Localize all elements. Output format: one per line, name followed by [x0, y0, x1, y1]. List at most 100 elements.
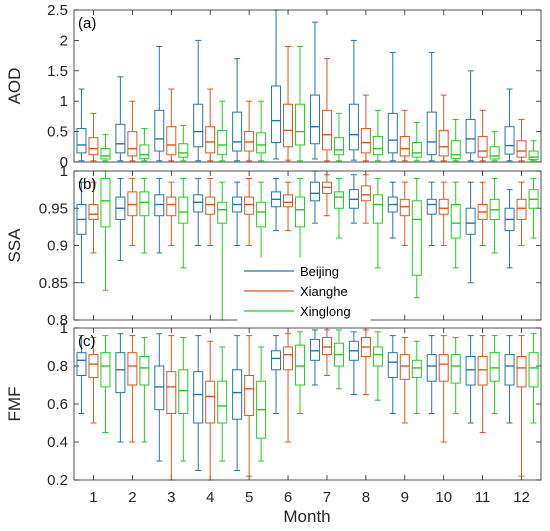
box-iqr: [100, 352, 111, 388]
box-xinglong: [411, 340, 422, 414]
x-tick-label: 6: [284, 489, 292, 506]
box-xinglong: [528, 177, 539, 239]
x-tick-label: 3: [167, 489, 175, 506]
box-beijing: [232, 181, 243, 246]
box-iqr: [426, 354, 437, 382]
panels-group: 00.511.522.5(a)AOD0.80.850.90.951(b)SSA0…: [5, 2, 542, 506]
y-tick-label: 1: [60, 320, 68, 337]
box-iqr: [139, 144, 150, 159]
box-iqr: [127, 352, 138, 386]
legend-entry: Xianghe: [300, 284, 348, 299]
box-beijing: [232, 58, 243, 162]
y-tick-label: 0.9: [47, 238, 68, 255]
box-iqr: [205, 126, 216, 154]
box-iqr: [489, 352, 500, 382]
box-iqr: [399, 135, 410, 157]
box-beijing: [426, 181, 437, 246]
box-xianghe: [127, 177, 138, 246]
box-xianghe: [516, 118, 527, 162]
box-beijing: [115, 333, 126, 443]
y-tick-label: 0.85: [39, 275, 68, 292]
box-iqr: [127, 131, 138, 157]
box-iqr: [528, 352, 539, 388]
x-tick-label: 5: [245, 489, 253, 506]
box-iqr: [372, 346, 383, 367]
box-beijing: [309, 329, 320, 386]
box-beijing: [348, 39, 359, 161]
box-xianghe: [88, 337, 99, 424]
box-iqr: [438, 129, 449, 157]
box-xinglong: [178, 337, 189, 462]
box-beijing: [232, 335, 243, 471]
y-tick-label: 1.5: [47, 63, 68, 80]
box-xinglong: [139, 337, 150, 443]
box-xianghe: [88, 112, 99, 162]
box-iqr: [426, 198, 437, 215]
box-beijing: [193, 335, 204, 471]
box-iqr: [271, 350, 282, 371]
y-tick-label: 0: [60, 154, 68, 171]
box-xinglong: [217, 346, 228, 462]
box-iqr: [217, 380, 228, 424]
box-xianghe: [166, 181, 177, 246]
box-beijing: [193, 39, 204, 162]
box-iqr: [193, 194, 204, 213]
box-xinglong: [450, 118, 461, 162]
box-iqr: [88, 354, 99, 378]
box-iqr: [100, 148, 111, 160]
box-iqr: [372, 194, 383, 224]
box-iqr: [504, 354, 515, 386]
box-xianghe: [399, 337, 410, 424]
y-tick-label: 0.8: [47, 358, 68, 375]
box-xinglong: [372, 177, 383, 269]
box-xinglong: [372, 331, 383, 401]
y-tick-label: 2.5: [47, 2, 68, 19]
y-axis-label: FMF: [5, 387, 24, 422]
box-beijing: [465, 70, 476, 162]
box-xinglong: [411, 121, 422, 162]
box-iqr: [178, 369, 189, 414]
panel-0: 0 0.5 1 1.5 2 2.5 (a) AOD: [5, 2, 542, 171]
box-iqr: [399, 354, 410, 380]
x-tick-label: 9: [401, 489, 409, 506]
box-iqr: [504, 126, 515, 155]
box-iqr: [193, 103, 204, 148]
box-iqr: [166, 126, 177, 156]
box-iqr: [127, 191, 138, 217]
box-xianghe: [399, 109, 410, 162]
box-xinglong: [217, 181, 228, 321]
box-iqr: [360, 128, 371, 154]
box-xianghe: [477, 181, 488, 246]
legend-entry: Xinglong: [300, 304, 351, 319]
axis-frame: [73, 327, 542, 481]
box-iqr: [166, 196, 177, 217]
box-xianghe: [360, 94, 371, 162]
box-beijing: [115, 76, 126, 162]
box-xinglong: [333, 112, 344, 162]
box-xianghe: [244, 177, 255, 246]
box-xianghe: [244, 100, 255, 162]
box-iqr: [115, 352, 126, 394]
y-axis-label: SSA: [5, 228, 24, 263]
box-iqr: [283, 194, 294, 208]
box-iqr: [205, 380, 216, 424]
y-tick-label: 0.6: [47, 396, 68, 413]
box-iqr: [178, 196, 189, 224]
box-beijing: [504, 88, 515, 162]
box-iqr: [450, 140, 461, 159]
box-iqr: [139, 356, 150, 386]
box-beijing: [387, 335, 398, 414]
box-xinglong: [100, 335, 111, 433]
box-iqr: [387, 352, 398, 378]
x-tick-label: 10: [435, 489, 452, 506]
box-iqr: [411, 359, 422, 378]
legend: Beijing Xianghe Xinglong: [237, 257, 371, 325]
box-xianghe: [205, 177, 216, 246]
panel-label: (b): [78, 176, 96, 193]
panel-2: 0.2 0.4 0.6 0.8 1 (c) FMF: [5, 320, 542, 489]
x-tick-label: 12: [513, 489, 530, 506]
box-xianghe: [88, 181, 99, 254]
box-xianghe: [283, 181, 294, 232]
box-iqr: [321, 337, 332, 356]
box-xinglong: [100, 134, 111, 162]
